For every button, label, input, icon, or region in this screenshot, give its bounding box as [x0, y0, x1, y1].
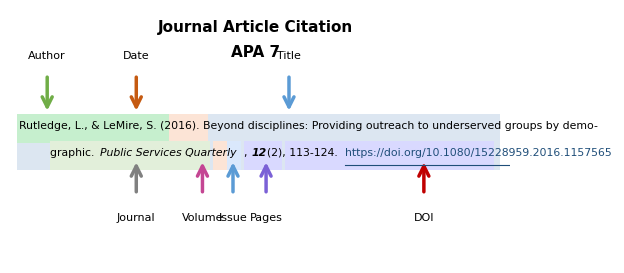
Text: APA 7: APA 7 — [232, 44, 280, 60]
FancyBboxPatch shape — [244, 141, 283, 170]
Text: graphic.: graphic. — [50, 148, 97, 158]
FancyBboxPatch shape — [285, 141, 494, 170]
FancyBboxPatch shape — [17, 114, 182, 143]
Text: Issue: Issue — [218, 213, 247, 223]
Text: Journal Article Citation: Journal Article Citation — [158, 20, 354, 35]
Text: (2), 113-124.: (2), 113-124. — [267, 148, 341, 158]
Text: Volume: Volume — [182, 213, 223, 223]
Text: Title: Title — [277, 51, 301, 61]
Text: Rutledge, L., & LeMire, S. (2016). Beyond disciplines: Providing outreach to und: Rutledge, L., & LeMire, S. (2016). Beyon… — [19, 121, 598, 131]
FancyBboxPatch shape — [17, 114, 500, 143]
Text: ,: , — [244, 148, 251, 158]
Text: Date: Date — [123, 51, 150, 61]
FancyBboxPatch shape — [169, 114, 208, 143]
FancyBboxPatch shape — [227, 141, 241, 170]
Text: Author: Author — [28, 51, 66, 61]
FancyBboxPatch shape — [17, 141, 500, 170]
Text: 12: 12 — [251, 148, 266, 158]
Text: Journal: Journal — [117, 213, 155, 223]
Text: DOI: DOI — [414, 213, 434, 223]
Text: Public Services Quarterly: Public Services Quarterly — [100, 148, 236, 158]
Text: https://doi.org/10.1080/15228959.2016.1157565: https://doi.org/10.1080/15228959.2016.11… — [346, 148, 612, 158]
FancyBboxPatch shape — [50, 141, 210, 170]
FancyBboxPatch shape — [213, 141, 227, 170]
Text: Pages: Pages — [250, 213, 283, 223]
